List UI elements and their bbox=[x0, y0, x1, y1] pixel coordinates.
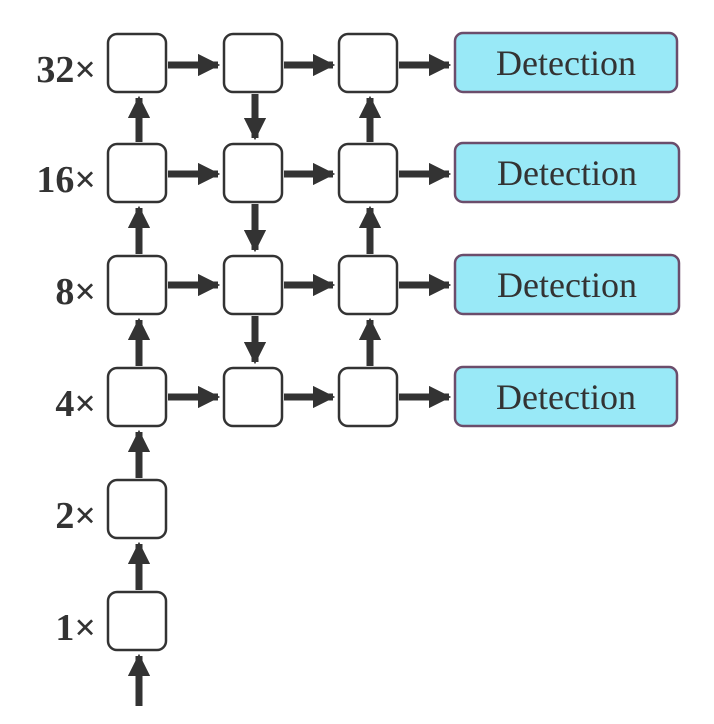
node-c3-8x bbox=[337, 254, 399, 316]
scale-label-2x: 2× bbox=[55, 495, 96, 537]
node-c1-2x bbox=[106, 478, 168, 540]
node-c1-4x bbox=[106, 366, 168, 428]
detection-label-32x: Detection bbox=[496, 43, 636, 83]
detection-label-4x: Detection bbox=[496, 377, 636, 417]
node-c1-32x bbox=[106, 32, 168, 94]
node-c2-32x bbox=[222, 32, 284, 94]
detection-box-4x bbox=[453, 365, 679, 428]
node-c1-16x bbox=[106, 142, 168, 204]
scale-label-4x: 4× bbox=[55, 383, 96, 425]
scale-label-8x: 8× bbox=[55, 271, 96, 313]
node-c1-8x bbox=[106, 254, 168, 316]
detection-box-8x bbox=[453, 253, 681, 316]
node-c1-1x bbox=[106, 590, 168, 652]
detection-box-32x bbox=[453, 31, 679, 94]
detection-box-16x bbox=[453, 141, 681, 204]
node-c3-16x bbox=[337, 142, 399, 204]
node-c3-4x bbox=[337, 366, 399, 428]
scale-label-16x: 16× bbox=[36, 159, 96, 201]
node-c2-8x bbox=[222, 254, 284, 316]
node-c3-32x bbox=[337, 32, 399, 94]
scale-label-32x: 32× bbox=[36, 49, 96, 91]
scale-label-1x: 1× bbox=[55, 607, 96, 649]
detection-label-8x: Detection bbox=[497, 265, 637, 305]
node-c2-4x bbox=[222, 366, 284, 428]
detection-label-16x: Detection bbox=[497, 153, 637, 193]
node-c2-16x bbox=[222, 142, 284, 204]
